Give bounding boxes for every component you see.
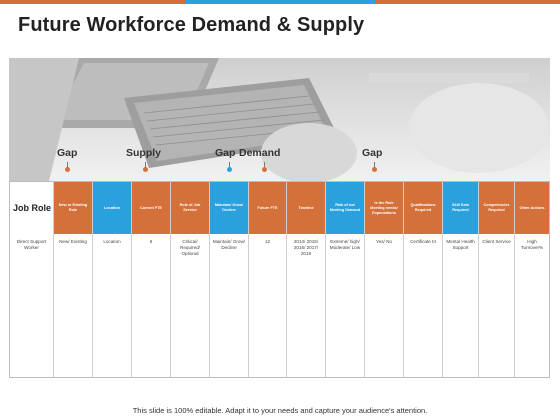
table-column: Maintain/ Grow/ Decline Maintain/ Grow/ …	[210, 182, 249, 377]
slide-title: Future Workforce Demand & Supply	[18, 14, 365, 36]
table-cell: Certificate III	[410, 239, 436, 244]
marker-gap-3-dot	[372, 167, 377, 172]
table-cell: Client Service	[482, 239, 511, 244]
marker-gap-2-label: Gap	[215, 147, 236, 159]
table-cell: 12	[264, 239, 271, 244]
table-header-text: Location	[104, 205, 120, 210]
table-column: Competencies Required Client Service	[479, 182, 515, 377]
table-column-job-role: Job Role Direct Support Worker	[10, 182, 54, 377]
table-cell: Maintain/ Grow/ Decline	[212, 239, 246, 250]
table-cell-job-role: Direct Support Worker	[16, 239, 47, 250]
marker-gap-2-stem	[229, 162, 230, 170]
table-column: Current FTE 6	[132, 182, 171, 377]
workforce-table: Job Role Direct Support Worker New or Ex…	[9, 181, 550, 378]
marker-demand-stem	[264, 162, 265, 170]
table-header: Role of Job Service	[171, 182, 209, 234]
table-header-text: Timeline	[298, 205, 314, 210]
table-cell: 2014/ 2015/ 2016/ 2017/ 2019	[293, 239, 319, 256]
table-header: Maintain/ Grow/ Decline	[210, 182, 248, 234]
table-header: Current FTE	[132, 182, 170, 234]
table-header: Skill Sets Required	[443, 182, 478, 234]
table-header-text: Future FTE	[257, 205, 278, 210]
table-header-job-role: Job Role	[10, 182, 54, 234]
table-header-text: Maintain/ Grow/ Decline	[214, 203, 244, 212]
table-cell: Location	[103, 239, 121, 244]
table-column: Risk of not Meeting Demand Extreme/ high…	[326, 182, 365, 377]
table-column: New or Existing Role New/ Existing	[54, 182, 93, 377]
job-role-header-text: Job Role	[12, 202, 51, 213]
table-header: Future FTE	[249, 182, 286, 234]
table-header: New or Existing Role	[54, 182, 92, 234]
table-column: Role of Job Service Critical/ Required/ …	[171, 182, 210, 377]
marker-supply-label: Supply	[126, 147, 162, 159]
table-header-text: Role of Job Service	[179, 203, 201, 212]
table-header: Competencies Required	[479, 182, 514, 234]
table-cell: Mental Health Support	[446, 239, 475, 250]
marker-gap-2-dot	[227, 167, 232, 172]
table-header-text: Qualifications Required	[410, 203, 436, 212]
marker-gap-1-label: Gap	[57, 147, 78, 159]
marker-gap-1-dot	[65, 167, 70, 172]
top-accent-bar	[0, 0, 560, 4]
table-header-text: Skill Sets Required	[452, 203, 469, 212]
table-header: Timeline	[287, 182, 325, 234]
table-header-text: New or Existing Role	[58, 203, 88, 212]
table-column: Future FTE 12	[249, 182, 287, 377]
table-cell: Yes/ No	[376, 239, 392, 244]
table-header-text: Current FTE	[140, 205, 162, 210]
table-header: Is the Role Meeting needs/ Expectations	[365, 182, 403, 234]
footer-note: This slide is 100% editable. Adapt it to…	[132, 406, 428, 415]
accent-segment-orange	[0, 0, 185, 4]
table-cell: Extreme/ high/ Moderate/ Low	[329, 239, 361, 250]
table-column: Qualifications Required Certificate III	[404, 182, 443, 377]
table-header: Qualifications Required	[404, 182, 442, 234]
table-column: Skill Sets Required Mental Health Suppor…	[443, 182, 479, 377]
laptop-photo-illustration	[9, 58, 549, 181]
table-cell: Critical/ Required/ Optional	[180, 239, 200, 256]
table-header: Location	[93, 182, 131, 234]
hero-photo	[9, 58, 550, 181]
table-header-text: Competencies Required	[483, 203, 510, 212]
table-column: Location Location	[93, 182, 132, 377]
table-header: Risk of not Meeting Demand	[326, 182, 364, 234]
table-column: Timeline 2014/ 2015/ 2016/ 2017/ 2019	[287, 182, 326, 377]
marker-gap-3-stem	[374, 162, 375, 170]
table-column: Is the Role Meeting needs/ Expectations …	[365, 182, 404, 377]
accent-segment-blue	[185, 0, 375, 4]
marker-supply-dot	[143, 167, 148, 172]
table-header-text: Other Actions	[519, 205, 545, 210]
table-cell: New/ Existing	[59, 239, 87, 244]
table-header-text: Is the Role Meeting needs/ Expectations	[370, 200, 398, 215]
marker-gap-3-label: Gap	[362, 147, 383, 159]
marker-supply-stem	[145, 162, 146, 170]
table-cell: 6	[149, 239, 153, 244]
table-header-text: Risk of not Meeting Demand	[329, 203, 361, 212]
table-cell: High Turnover%	[520, 239, 544, 250]
accent-segment-orange-right	[375, 0, 560, 4]
table-column: Other Actions High Turnover%	[515, 182, 549, 377]
marker-gap-1-stem	[67, 162, 68, 170]
marker-demand-dot	[262, 167, 267, 172]
marker-demand-label: Demand	[239, 147, 281, 159]
table-header: Other Actions	[515, 182, 549, 234]
